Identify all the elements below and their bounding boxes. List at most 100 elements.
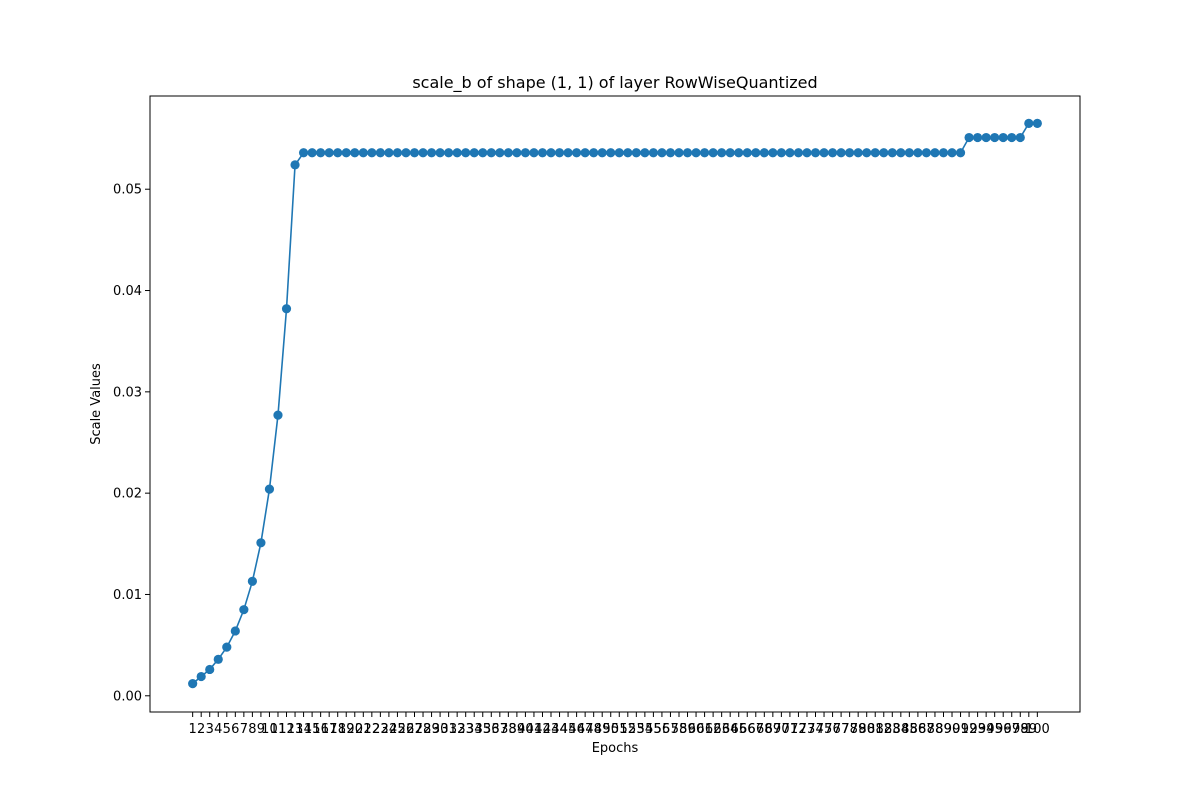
- data-point: [503, 148, 513, 158]
- plot-frame: [149, 95, 1081, 713]
- x-tick-label: 90: [944, 722, 961, 737]
- x-tick-label: 95: [986, 722, 1003, 737]
- x-tick-label: 86: [910, 722, 927, 737]
- data-point: [520, 148, 531, 158]
- data-point: [802, 148, 812, 158]
- x-tick-label: 71: [782, 722, 799, 737]
- x-tick-label: 31: [440, 722, 457, 737]
- x-tick-label: 38: [500, 722, 517, 737]
- data-point: [589, 148, 599, 158]
- x-tick-label: 9: [257, 722, 265, 737]
- x-tick-label: 21: [355, 722, 372, 737]
- x-tick-label: 92: [961, 722, 978, 737]
- x-tick-label: 6: [231, 722, 239, 737]
- x-tick-label: 98: [1012, 722, 1029, 737]
- data-point: [341, 148, 351, 158]
- x-tick-label: 93: [969, 722, 986, 737]
- data-point: [375, 148, 385, 158]
- data-point: [469, 148, 479, 158]
- data-point: [298, 148, 309, 158]
- x-tick-label: 50: [602, 722, 619, 737]
- data-point: [392, 148, 403, 158]
- x-tick-label: 15: [304, 722, 321, 737]
- x-tick-label: 30: [432, 722, 449, 737]
- x-tick-label: 37: [492, 722, 509, 737]
- y-tick-label: 0.05: [113, 183, 142, 198]
- x-tick-label: 62: [705, 722, 722, 737]
- x-tick-label: 14: [295, 722, 312, 737]
- x-tick-label: 48: [585, 722, 602, 737]
- x-tick-label: 42: [534, 722, 551, 737]
- x-tick-label: 55: [645, 722, 662, 737]
- x-tick-label: 52: [620, 722, 637, 737]
- data-point: [793, 148, 804, 158]
- x-tick-label: 81: [867, 722, 884, 737]
- data-point: [759, 148, 769, 158]
- x-tick-label: 20: [346, 722, 363, 737]
- data-point: [827, 148, 838, 158]
- data-point: [597, 148, 607, 158]
- x-tick-label: 74: [807, 722, 824, 737]
- data-point: [222, 642, 232, 652]
- data-point: [239, 605, 249, 615]
- data-point: [264, 484, 275, 494]
- data-point: [333, 148, 343, 158]
- plot-area: [150, 96, 1080, 712]
- data-point: [367, 148, 377, 158]
- data-point: [845, 148, 855, 158]
- data-point: [495, 148, 505, 158]
- data-point: [273, 410, 283, 420]
- data-point: [205, 664, 215, 675]
- data-point: [674, 148, 684, 158]
- data-point: [853, 148, 863, 158]
- x-tick-label: 51: [611, 722, 628, 737]
- data-point: [896, 148, 906, 158]
- y-tick-label: 0.00: [113, 689, 142, 704]
- data-point: [307, 148, 317, 158]
- x-tick-label: 39: [509, 722, 526, 737]
- data-point: [998, 132, 1008, 143]
- data-point: [452, 148, 462, 158]
- data-point: [409, 148, 420, 158]
- x-tick-label: 63: [713, 722, 730, 737]
- x-tick-label: 84: [893, 722, 910, 737]
- x-tick-label: 99: [1021, 722, 1038, 737]
- series-layer: [188, 118, 1042, 689]
- x-tick-label: 100: [1025, 722, 1050, 737]
- data-point: [836, 148, 846, 158]
- x-tick-label: 56: [654, 722, 671, 737]
- x-tick-label: 44: [551, 722, 568, 737]
- data-point: [478, 148, 488, 158]
- data-point: [990, 132, 1000, 143]
- data-point: [324, 148, 334, 158]
- x-tick-label: 8: [248, 722, 256, 737]
- x-tick-label: 67: [748, 722, 765, 737]
- data-point: [657, 148, 667, 158]
- data-point: [358, 148, 368, 158]
- x-tick-label: 17: [321, 722, 338, 737]
- data-point: [1015, 132, 1025, 143]
- x-tick-label: 3: [206, 722, 214, 737]
- x-tick-label: 89: [935, 722, 952, 737]
- data-point: [768, 148, 778, 158]
- data-point: [384, 148, 394, 158]
- x-tick-label: 28: [415, 722, 432, 737]
- data-point: [1007, 132, 1017, 143]
- x-tick-label: 36: [483, 722, 500, 737]
- data-point: [606, 148, 616, 158]
- x-tick-label: 32: [449, 722, 466, 737]
- data-point: [580, 148, 590, 158]
- data-point: [699, 148, 710, 158]
- data-point: [930, 148, 940, 158]
- data-point: [316, 148, 326, 158]
- x-tick-label: 22: [364, 722, 381, 737]
- data-point: [290, 160, 300, 170]
- x-tick-label: 61: [696, 722, 713, 737]
- x-tick-label: 59: [679, 722, 696, 737]
- data-point: [862, 148, 872, 158]
- x-tick-label: 11: [270, 722, 287, 737]
- data-point: [691, 148, 701, 158]
- x-tick-label: 34: [466, 722, 483, 737]
- data-point: [614, 148, 624, 158]
- x-tick-label: 43: [543, 722, 560, 737]
